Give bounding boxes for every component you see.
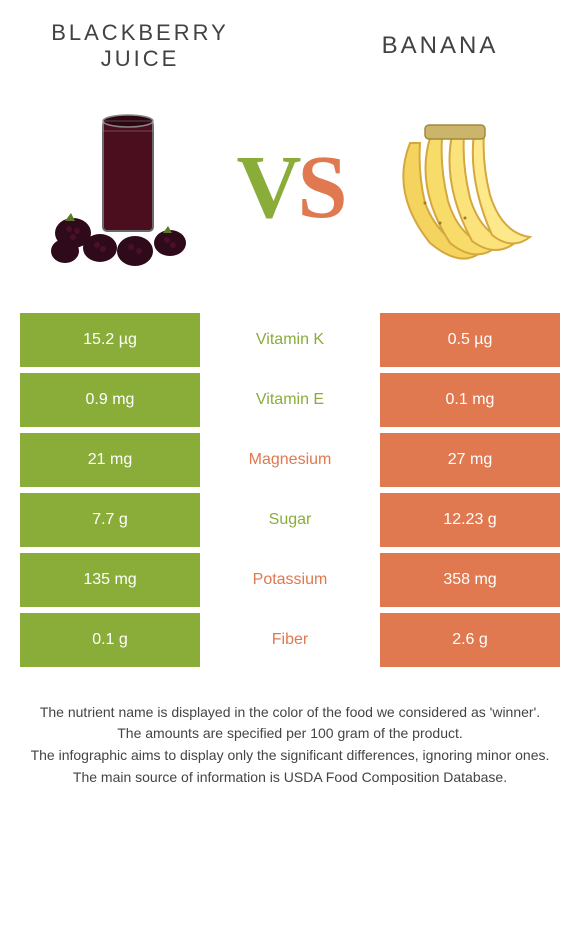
nutrient-label: Vitamin K [200, 313, 380, 367]
header: Blackberry juice banana [0, 0, 580, 73]
left-value: 7.7 g [20, 493, 200, 547]
footer-line-2: The amounts are specified per 100 gram o… [20, 724, 560, 744]
hero-row: VS [0, 73, 580, 313]
comparison-row: 7.7 gSugar12.23 g [20, 493, 560, 547]
blackberry-juice-image [30, 98, 210, 278]
footer-notes: The nutrient name is displayed in the co… [0, 673, 580, 787]
left-value: 135 mg [20, 553, 200, 607]
nutrient-label: Fiber [200, 613, 380, 667]
comparison-row: 15.2 µgVitamin K0.5 µg [20, 313, 560, 367]
comparison-row: 21 mgMagnesium27 mg [20, 433, 560, 487]
right-value: 12.23 g [380, 493, 560, 547]
right-value: 358 mg [380, 553, 560, 607]
vs-v: V [236, 138, 297, 237]
left-value: 15.2 µg [20, 313, 200, 367]
left-value: 0.9 mg [20, 373, 200, 427]
footer-line-1: The nutrient name is displayed in the co… [20, 703, 560, 723]
comparison-row: 0.1 gFiber2.6 g [20, 613, 560, 667]
right-value: 27 mg [380, 433, 560, 487]
nutrient-label: Potassium [200, 553, 380, 607]
title-banana: banana [340, 32, 540, 60]
footer-line-4: The main source of information is USDA F… [20, 768, 560, 788]
vs-s: S [297, 138, 343, 237]
right-value: 0.5 µg [380, 313, 560, 367]
footer-line-3: The infographic aims to display only the… [20, 746, 560, 766]
right-value: 0.1 mg [380, 373, 560, 427]
nutrient-label: Vitamin E [200, 373, 380, 427]
right-value: 2.6 g [380, 613, 560, 667]
nutrient-label: Magnesium [200, 433, 380, 487]
comparison-row: 0.9 mgVitamin E0.1 mg [20, 373, 560, 427]
comparison-table: 15.2 µgVitamin K0.5 µg0.9 mgVitamin E0.1… [0, 313, 580, 667]
vs-label: VS [236, 136, 343, 239]
nutrient-label: Sugar [200, 493, 380, 547]
banana-image [370, 98, 550, 278]
left-value: 21 mg [20, 433, 200, 487]
left-value: 0.1 g [20, 613, 200, 667]
comparison-row: 135 mgPotassium358 mg [20, 553, 560, 607]
title-blackberry: Blackberry juice [40, 20, 240, 73]
